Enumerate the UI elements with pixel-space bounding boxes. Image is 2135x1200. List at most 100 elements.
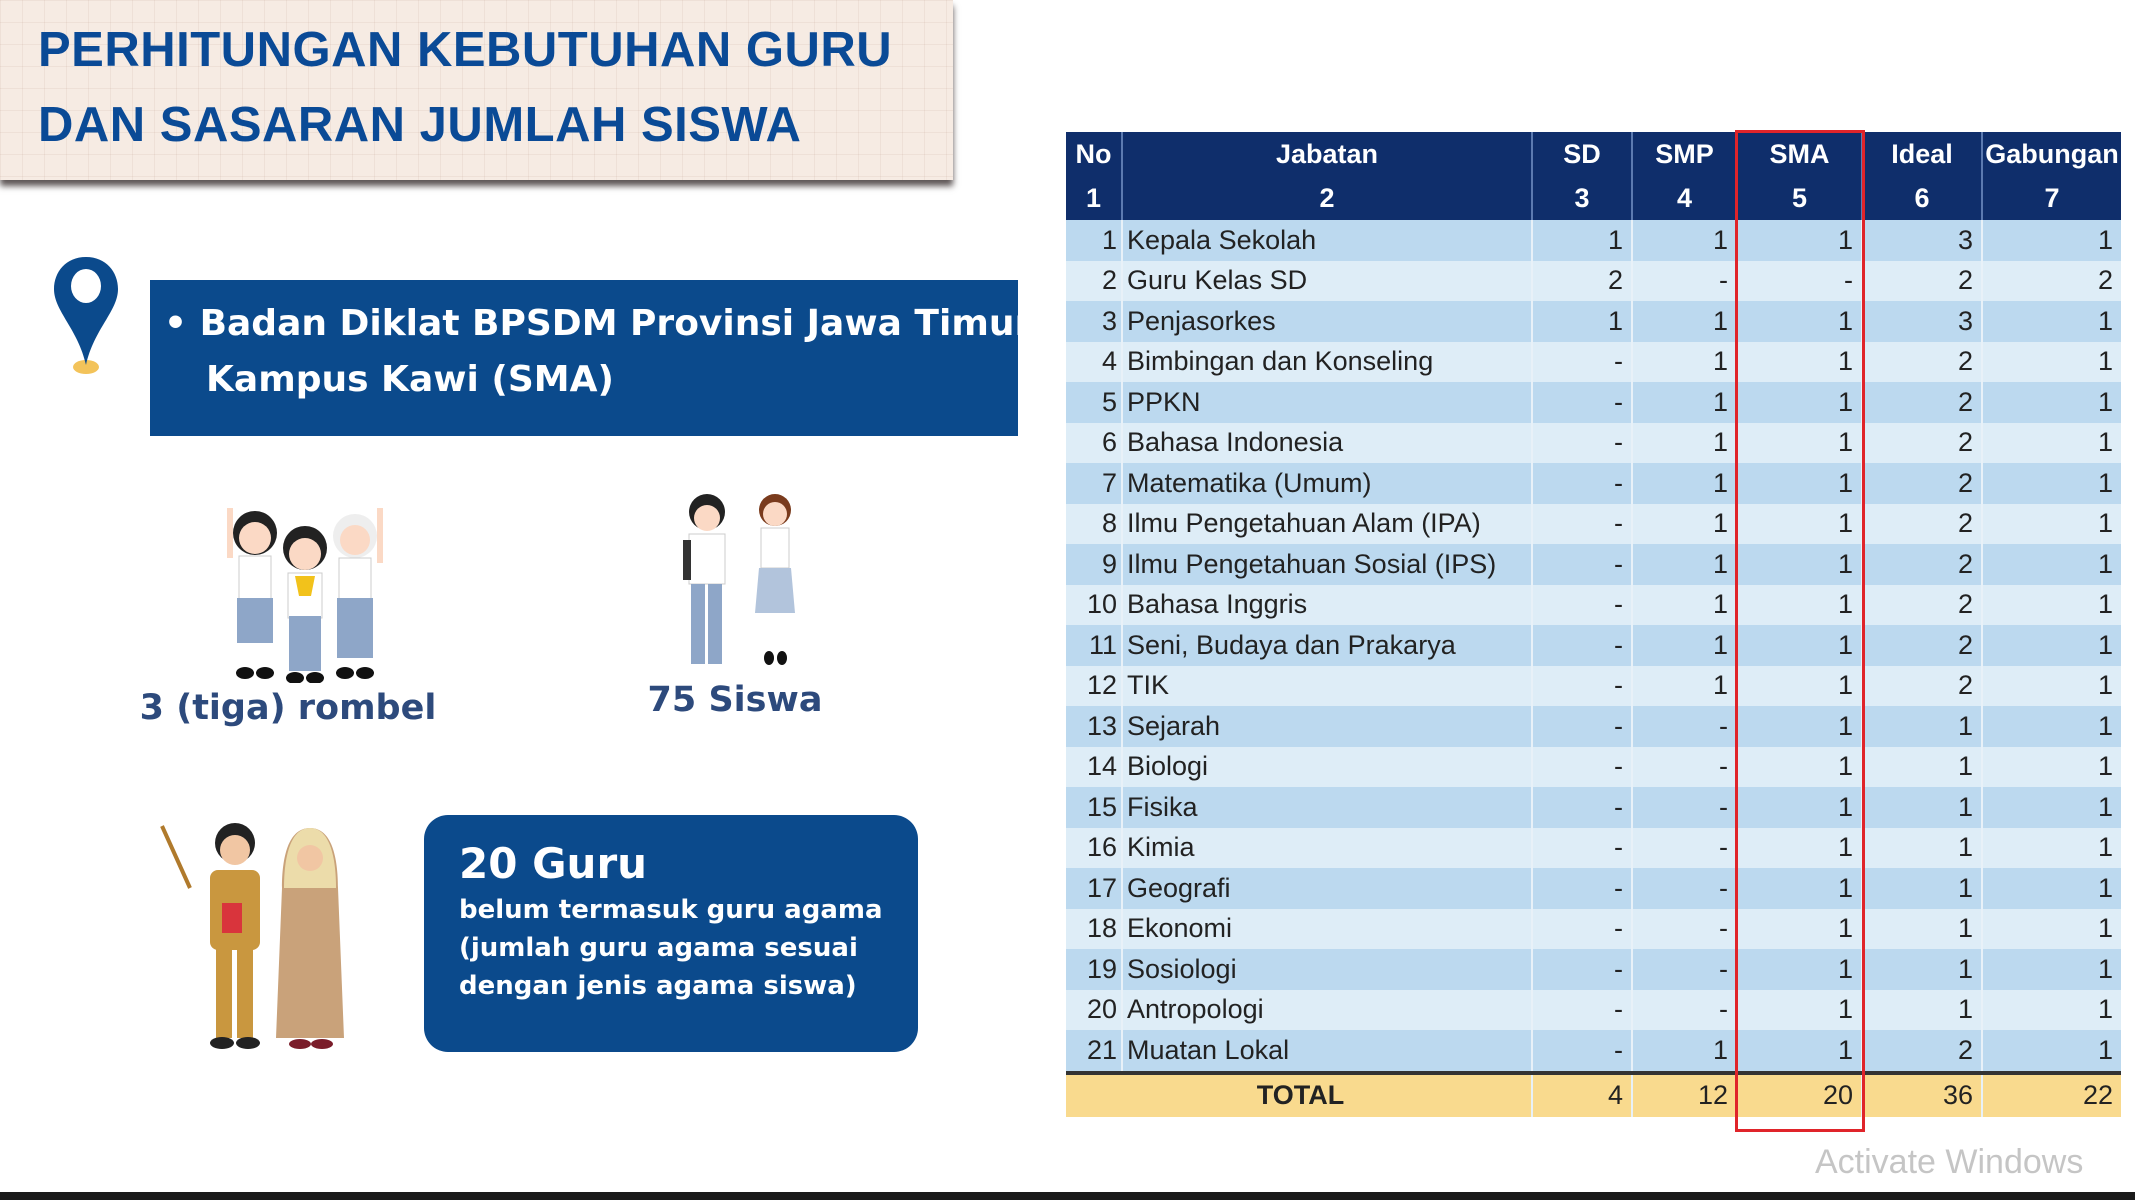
row-no: 6 <box>1066 422 1122 463</box>
page-title-line-2: DAN SASARAN JUMLAH SISWA <box>38 98 802 152</box>
row-sma: 1 <box>1736 665 1862 706</box>
row-smp: 1 <box>1631 544 1737 585</box>
row-no: 10 <box>1066 584 1122 625</box>
table-row: 20 Antropologi - -1 1 1 <box>1066 989 2121 1030</box>
row-smp: 1 <box>1631 422 1737 463</box>
row-sd: - <box>1531 787 1632 828</box>
row-ideal: 1 <box>1861 949 1982 990</box>
row-ideal: 3 <box>1861 220 1982 261</box>
table-row: 11 Seni, Budaya dan Prakarya -1 1 2 1 <box>1066 625 2121 666</box>
col-number: 1 <box>1066 176 1122 220</box>
row-ideal: 1 <box>1861 868 1982 909</box>
row-sma: - <box>1736 260 1862 301</box>
row-sd: - <box>1531 949 1632 990</box>
activate-windows-watermark: Activate Windows <box>1815 1143 2084 1181</box>
row-jabatan: Seni, Budaya dan Prakarya <box>1121 625 1532 666</box>
location-box: • Badan Diklat BPSDM Provinsi Jawa Timur… <box>150 280 1032 436</box>
table-row: 16 Kimia - -1 1 1 <box>1066 827 2121 868</box>
table-row: 9 Ilmu Pengetahuan Sosial (IPS) -1 1 2 1 <box>1066 544 2121 585</box>
row-smp: 1 <box>1631 1030 1737 1073</box>
col-number: 2 <box>1121 176 1532 220</box>
row-ideal: 2 <box>1861 463 1982 504</box>
row-no: 17 <box>1066 868 1122 909</box>
row-sd: 1 <box>1531 220 1632 261</box>
row-ideal: 1 <box>1861 706 1982 747</box>
row-gabungan: 1 <box>1981 1030 2121 1073</box>
row-sma: 1 <box>1736 220 1862 261</box>
row-smp: - <box>1631 260 1737 301</box>
row-gabungan: 1 <box>1981 989 2121 1030</box>
row-ideal: 1 <box>1861 827 1982 868</box>
row-sma: 1 <box>1736 827 1862 868</box>
teacher-count: 20 Guru <box>459 839 648 888</box>
bullet: • <box>164 303 188 344</box>
row-gabungan: 1 <box>1981 706 2121 747</box>
row-ideal: 2 <box>1861 665 1982 706</box>
row-jabatan: Bimbingan dan Konseling <box>1121 341 1532 382</box>
row-sma: 1 <box>1736 706 1862 747</box>
col-number: 4 <box>1631 176 1737 220</box>
row-sma: 1 <box>1736 463 1862 504</box>
page-title-line-1: PERHITUNGAN KEBUTUHAN GURU <box>38 23 893 77</box>
row-jabatan: Kimia <box>1121 827 1532 868</box>
row-gabungan: 1 <box>1981 625 2121 666</box>
row-sma: 1 <box>1736 787 1862 828</box>
col-header-sd: SD <box>1531 132 1632 176</box>
row-smp: 1 <box>1631 503 1737 544</box>
row-jabatan: Fisika <box>1121 787 1532 828</box>
row-jabatan: Muatan Lokal <box>1121 1030 1532 1073</box>
total-sd: 4 <box>1531 1070 1632 1117</box>
col-header-smp: SMP <box>1631 132 1737 176</box>
row-smp: - <box>1631 949 1737 990</box>
total-gabungan: 22 <box>1981 1070 2121 1117</box>
row-jabatan: TIK <box>1121 665 1532 706</box>
row-sma: 1 <box>1736 908 1862 949</box>
row-sd: - <box>1531 341 1632 382</box>
row-gabungan: 1 <box>1981 220 2121 261</box>
col-number: 5 <box>1736 176 1862 220</box>
row-gabungan: 1 <box>1981 827 2121 868</box>
row-no: 14 <box>1066 746 1122 787</box>
col-header-gabungan: Gabungan <box>1981 132 2121 176</box>
row-jabatan: Penjasorkes <box>1121 301 1532 342</box>
row-smp: - <box>1631 827 1737 868</box>
row-ideal: 3 <box>1861 301 1982 342</box>
row-ideal: 2 <box>1861 1030 1982 1073</box>
row-jabatan: Geografi <box>1121 868 1532 909</box>
table-row: 21 Muatan Lokal -1 1 2 1 <box>1066 1030 2121 1073</box>
row-no: 16 <box>1066 827 1122 868</box>
row-sd: - <box>1531 868 1632 909</box>
row-smp: 1 <box>1631 301 1737 342</box>
teacher-needs-table: No Jabatan SD SMP SMA Ideal Gabungan 1 2… <box>1066 132 2121 1117</box>
row-jabatan: Biologi <box>1121 746 1532 787</box>
row-jabatan: PPKN <box>1121 382 1532 423</box>
teacher-note-2: (jumlah guru agama sesuai <box>459 933 858 963</box>
table-row: 17 Geografi - -1 1 1 <box>1066 868 2121 909</box>
row-jabatan: Bahasa Inggris <box>1121 584 1532 625</box>
row-gabungan: 1 <box>1981 301 2121 342</box>
total-sma: 20 <box>1736 1070 1862 1117</box>
row-smp: - <box>1631 989 1737 1030</box>
row-sma: 1 <box>1736 989 1862 1030</box>
row-gabungan: 1 <box>1981 868 2121 909</box>
row-gabungan: 1 <box>1981 949 2121 990</box>
col-header-no: No <box>1066 132 1122 176</box>
row-sd: - <box>1531 584 1632 625</box>
row-sd: - <box>1531 908 1632 949</box>
col-number: 7 <box>1981 176 2121 220</box>
row-no: 3 <box>1066 301 1122 342</box>
row-no: 20 <box>1066 989 1122 1030</box>
row-sma: 1 <box>1736 868 1862 909</box>
table-row: 18 Ekonomi - -1 1 1 <box>1066 908 2121 949</box>
total-smp: 12 <box>1631 1070 1737 1117</box>
row-ideal: 2 <box>1861 382 1982 423</box>
row-no: 18 <box>1066 908 1122 949</box>
table-row: 1 Kepala Sekolah 1 1 1 3 1 <box>1066 220 2121 261</box>
row-gabungan: 1 <box>1981 341 2121 382</box>
teachers-illustration <box>160 823 344 1049</box>
students-group-illustration <box>227 508 383 683</box>
table-row: 15 Fisika - -1 1 1 <box>1066 787 2121 828</box>
row-sma: 1 <box>1736 544 1862 585</box>
row-no: 2 <box>1066 260 1122 301</box>
row-ideal: 2 <box>1861 625 1982 666</box>
